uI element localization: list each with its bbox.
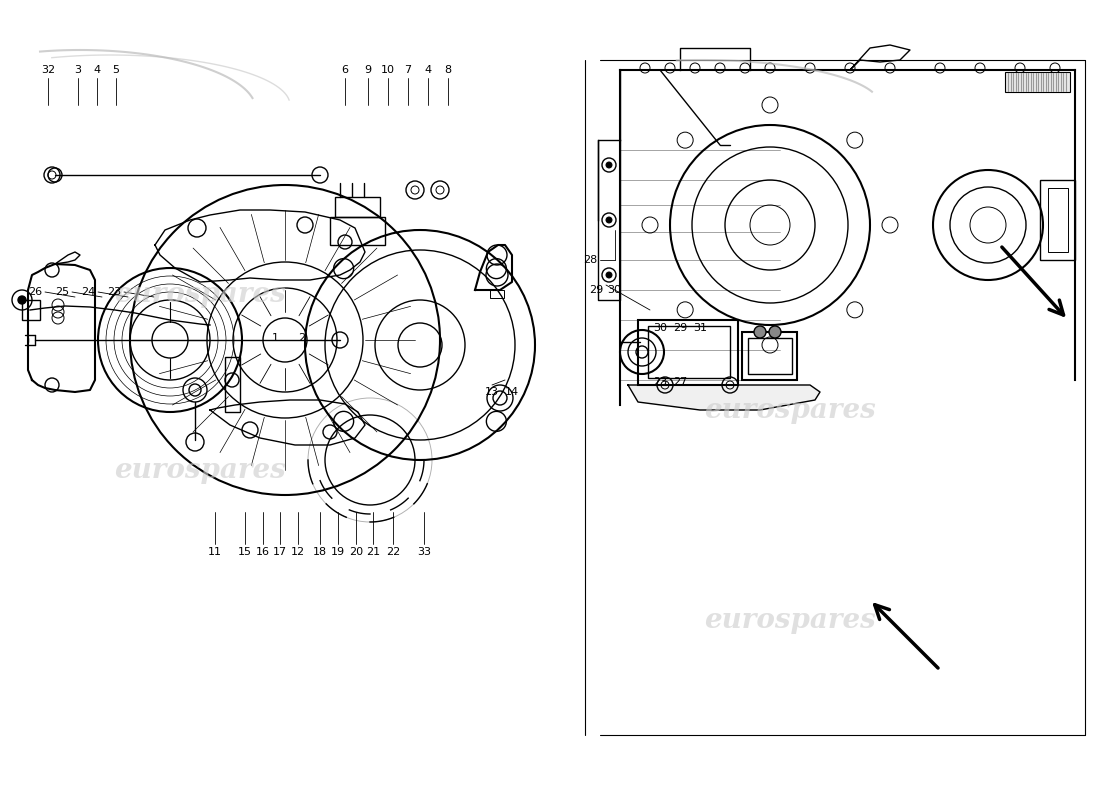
Text: 23: 23 xyxy=(107,287,121,297)
Text: 12: 12 xyxy=(290,547,305,557)
Text: 18: 18 xyxy=(312,547,327,557)
Bar xyxy=(1048,188,1068,252)
Text: 15: 15 xyxy=(238,547,252,557)
Bar xyxy=(648,326,730,378)
Text: 9: 9 xyxy=(364,65,372,75)
Text: 22: 22 xyxy=(386,547,400,557)
Text: 21: 21 xyxy=(366,547,381,557)
Text: 28: 28 xyxy=(583,255,597,265)
Text: 8: 8 xyxy=(444,65,452,75)
Circle shape xyxy=(606,272,612,278)
Text: 31: 31 xyxy=(693,323,707,333)
Text: 33: 33 xyxy=(417,547,431,557)
Text: 29: 29 xyxy=(673,323,688,333)
Bar xyxy=(748,338,792,374)
Bar xyxy=(638,320,738,385)
Bar xyxy=(1040,180,1075,260)
Circle shape xyxy=(769,326,781,338)
Text: 27: 27 xyxy=(673,377,688,387)
Text: 6: 6 xyxy=(341,65,349,75)
Text: eurospares: eurospares xyxy=(114,457,286,483)
Text: eurospares: eurospares xyxy=(704,397,876,423)
Text: 20: 20 xyxy=(349,547,363,557)
Bar xyxy=(490,290,504,298)
Text: 4: 4 xyxy=(425,65,431,75)
Text: 4: 4 xyxy=(94,65,100,75)
Bar xyxy=(330,217,385,245)
Text: 30: 30 xyxy=(607,285,621,295)
Polygon shape xyxy=(628,385,820,410)
Text: 3: 3 xyxy=(75,65,81,75)
Text: 10: 10 xyxy=(381,65,395,75)
Bar xyxy=(22,300,40,320)
Text: 1: 1 xyxy=(272,333,278,343)
Bar xyxy=(226,357,240,412)
Text: 17: 17 xyxy=(273,547,287,557)
Circle shape xyxy=(606,162,612,168)
Bar xyxy=(336,197,380,217)
Text: 29: 29 xyxy=(588,285,603,295)
Bar xyxy=(1005,72,1070,92)
Text: 32: 32 xyxy=(41,65,55,75)
Circle shape xyxy=(754,326,766,338)
Bar xyxy=(742,332,797,380)
Text: 13: 13 xyxy=(485,387,499,397)
Text: eurospares: eurospares xyxy=(114,282,286,309)
Text: 7: 7 xyxy=(405,65,411,75)
Text: 5: 5 xyxy=(112,65,120,75)
Text: eurospares: eurospares xyxy=(704,606,876,634)
Text: 23: 23 xyxy=(653,377,667,387)
Text: 14: 14 xyxy=(505,387,519,397)
Text: 19: 19 xyxy=(331,547,345,557)
Text: 30: 30 xyxy=(653,323,667,333)
Text: 16: 16 xyxy=(256,547,270,557)
Text: 2: 2 xyxy=(298,333,306,343)
Text: 26: 26 xyxy=(28,287,42,297)
Circle shape xyxy=(606,217,612,223)
Text: 11: 11 xyxy=(208,547,222,557)
Circle shape xyxy=(18,296,26,304)
Text: 24: 24 xyxy=(81,287,95,297)
Text: 25: 25 xyxy=(55,287,69,297)
